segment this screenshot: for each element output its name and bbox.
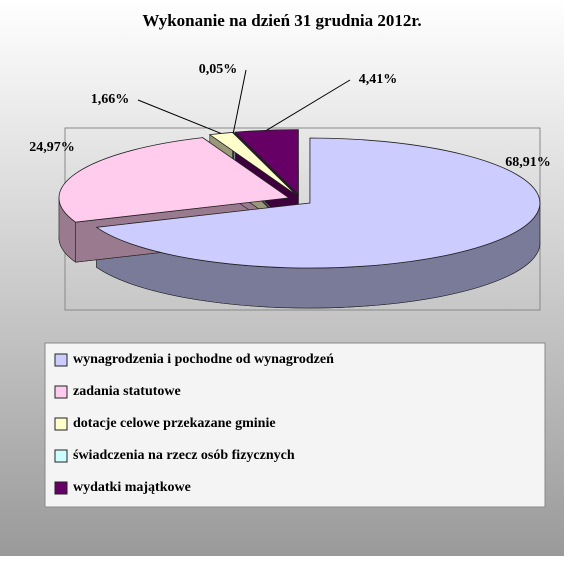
legend-label: wynagrodzenia i pochodne od wynagrodzeń (73, 352, 334, 367)
legend-label: świadczenia na rzecz osób fizycznych (73, 448, 295, 463)
data-label: 68,91% (505, 155, 551, 170)
data-label: 0,05% (199, 62, 238, 77)
leader-line (266, 79, 351, 131)
legend-label: dotacje celowe przekazane gminie (73, 416, 276, 431)
data-label: 1,66% (91, 92, 130, 107)
legend-label: zadania statutowe (73, 384, 181, 399)
slice (95, 137, 541, 269)
chart-title: Wykonanie na dzień 31 grudnia 2012r. (142, 11, 421, 30)
slice (208, 132, 297, 196)
legend-swatch (54, 353, 68, 367)
legend-swatch (54, 449, 68, 463)
data-label: 24,97% (29, 140, 75, 155)
leader-line (137, 99, 222, 134)
legend-swatch (54, 417, 68, 431)
legend-box (44, 342, 546, 508)
legend-label: wydatki majątkowe (73, 480, 191, 495)
leader-line (232, 69, 247, 133)
legend-swatch (54, 481, 68, 495)
data-label: 4,41% (359, 72, 398, 87)
legend-swatch (54, 385, 68, 399)
slice (58, 137, 291, 223)
